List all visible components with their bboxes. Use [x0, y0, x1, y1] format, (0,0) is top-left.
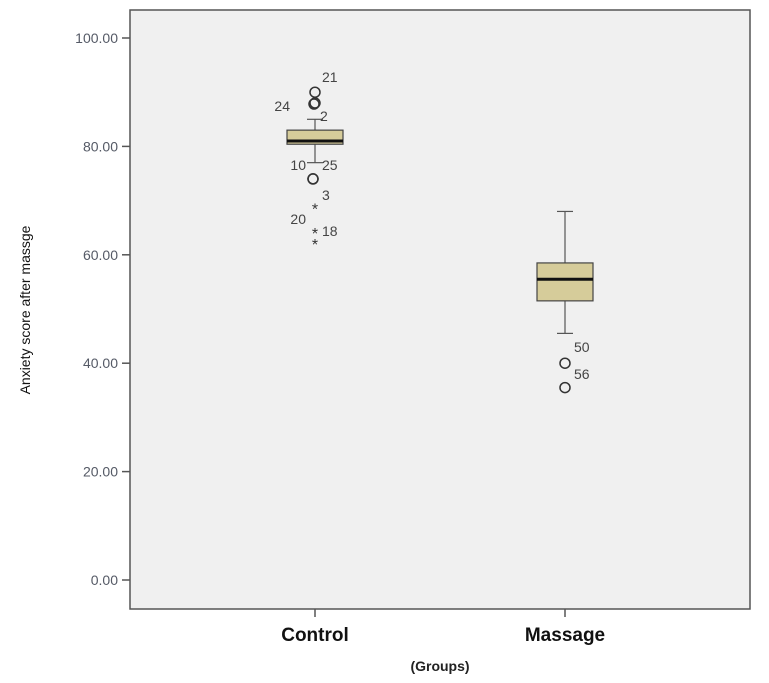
x-category-label: Massage — [525, 625, 605, 646]
y-tick-label: 0.00 — [91, 572, 118, 588]
extreme-outlier-point: * — [312, 237, 318, 254]
y-tick-label: 60.00 — [83, 247, 118, 263]
y-axis-label: Anxiety score after massge — [17, 225, 33, 394]
iqr-box — [536, 262, 594, 302]
case-label: 18 — [322, 223, 338, 239]
case-label: 24 — [274, 98, 290, 114]
y-axis: 0.00 20.00 40.00 60.00 80.00 100.00 — [75, 30, 130, 588]
outlier-point — [309, 97, 321, 109]
outlier-point — [307, 173, 319, 185]
case-label: 10 — [290, 157, 306, 173]
case-label: 3 — [322, 187, 330, 203]
case-label: 25 — [322, 157, 338, 173]
y-tick-label: 80.00 — [83, 138, 118, 154]
outlier-point — [559, 381, 571, 394]
outlier-point — [308, 98, 320, 110]
case-label: 2 — [320, 108, 328, 124]
outlier-point — [309, 86, 321, 98]
case-label: 56 — [574, 366, 590, 382]
extreme-outlier-point: * — [312, 226, 318, 243]
y-tick-label: 100.00 — [75, 30, 118, 46]
case-label: 50 — [574, 339, 590, 355]
y-tick-label: 40.00 — [83, 355, 118, 371]
case-label: 21 — [322, 69, 338, 85]
outlier-point — [559, 357, 571, 369]
extreme-outlier-point: * — [312, 202, 318, 219]
x-axis-label: (Groups) — [410, 658, 469, 674]
x-category-label: Control — [281, 625, 349, 646]
case-label: 20 — [290, 211, 306, 227]
plot-area — [129, 9, 751, 610]
y-tick-label: 20.00 — [83, 464, 118, 480]
